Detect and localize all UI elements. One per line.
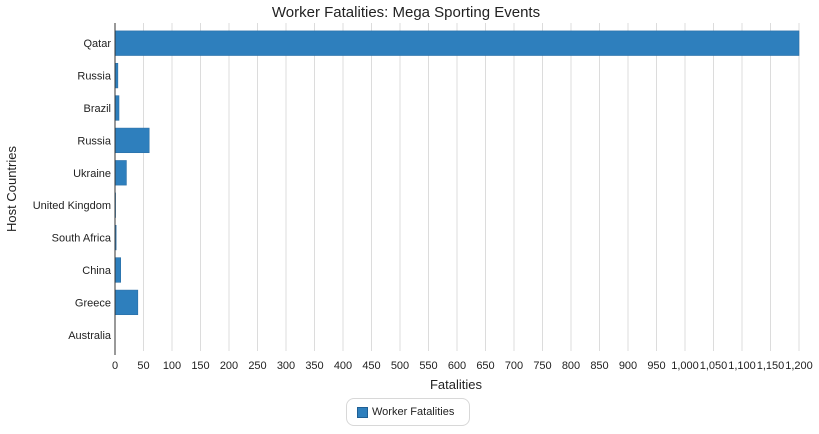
bar bbox=[114, 95, 120, 121]
x-tick-label: 800 bbox=[562, 360, 580, 372]
legend-swatch bbox=[357, 406, 368, 418]
x-axis-label: Fatalities bbox=[430, 377, 483, 392]
y-tick-label: Greece bbox=[75, 297, 111, 309]
x-tick-label: 350 bbox=[305, 360, 323, 372]
y-axis-label: Host Countries bbox=[4, 146, 19, 232]
bar bbox=[114, 289, 139, 316]
bar bbox=[114, 127, 150, 154]
y-tick-label: United Kingdom bbox=[33, 200, 111, 212]
y-tick-labels: Qatar Russia Brazil Russia Ukraine United Kin… bbox=[33, 38, 112, 342]
x-tick-label: 750 bbox=[533, 360, 551, 372]
x-tick-label: 250 bbox=[248, 360, 266, 372]
x-tick-label: 0 bbox=[112, 360, 118, 372]
bar bbox=[114, 30, 800, 56]
x-tick-label: 50 bbox=[137, 360, 149, 372]
chart-title: Worker Fatalities: Mega Sporting Events bbox=[272, 4, 540, 21]
x-tick-label: 700 bbox=[505, 360, 523, 372]
y-tick-label: China bbox=[82, 265, 112, 277]
y-tick-label: Brazil bbox=[83, 103, 111, 115]
x-tick-label: 200 bbox=[220, 360, 238, 372]
bar bbox=[114, 160, 127, 186]
y-tick-label: Qatar bbox=[83, 38, 111, 50]
y-tick-label: South Africa bbox=[52, 233, 112, 245]
x-tick-label: 100 bbox=[163, 360, 181, 372]
x-tick-label: 1,100 bbox=[728, 360, 756, 372]
x-tick-label: 900 bbox=[619, 360, 637, 372]
x-tick-label: 1,000 bbox=[671, 360, 699, 372]
x-tick-label: 400 bbox=[334, 360, 352, 372]
legend: Worker Fatalities bbox=[346, 398, 470, 426]
x-tick-label: 1,150 bbox=[757, 360, 785, 372]
legend-label-worker-fatalities: Worker Fatalities bbox=[372, 406, 455, 418]
bar bbox=[114, 257, 121, 283]
x-tick-label: 950 bbox=[647, 360, 665, 372]
x-tick-label: 500 bbox=[391, 360, 409, 372]
x-tick-label: 1,200 bbox=[785, 360, 813, 372]
x-tick-label: 1,050 bbox=[700, 360, 728, 372]
y-tick-label: Australia bbox=[68, 330, 112, 342]
x-tick-label: 300 bbox=[277, 360, 295, 372]
x-tick-label: 650 bbox=[476, 360, 494, 372]
x-tick-labels: 0 50 100 150 200 250 300 350 400 450 500 550 600 650 7… bbox=[112, 360, 813, 372]
y-tick-label: Russia bbox=[77, 135, 112, 147]
bars bbox=[114, 30, 800, 316]
x-tick-label: 850 bbox=[590, 360, 608, 372]
x-tick-label: 600 bbox=[448, 360, 466, 372]
y-tick-label: Ukraine bbox=[73, 168, 111, 180]
x-tick-label: 150 bbox=[191, 360, 209, 372]
y-tick-label: Russia bbox=[77, 71, 112, 83]
x-tick-label: 550 bbox=[419, 360, 437, 372]
grid bbox=[143, 23, 800, 351]
x-tick-label: 450 bbox=[362, 360, 380, 372]
